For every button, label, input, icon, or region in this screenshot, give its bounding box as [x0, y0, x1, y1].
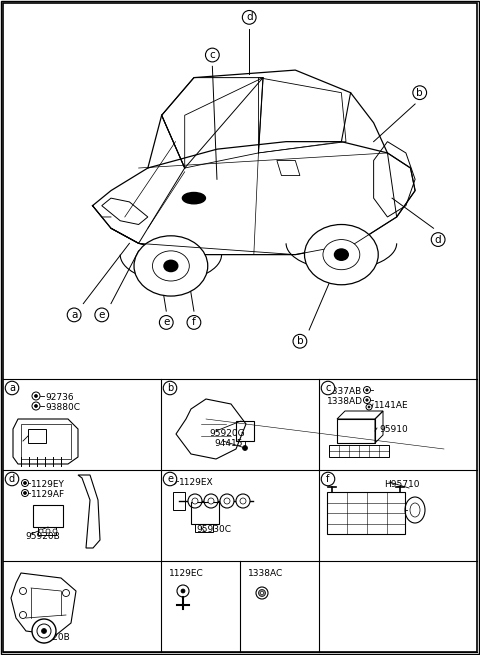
Circle shape: [20, 588, 26, 595]
Text: 1338AC: 1338AC: [248, 569, 283, 578]
Circle shape: [368, 406, 370, 408]
Text: 92736: 92736: [45, 393, 73, 402]
Circle shape: [204, 494, 218, 508]
Text: d: d: [9, 474, 15, 484]
Circle shape: [24, 491, 26, 495]
Bar: [236, 421, 254, 441]
Text: c: c: [209, 50, 215, 60]
Circle shape: [171, 479, 175, 483]
Text: a: a: [71, 310, 77, 320]
Circle shape: [41, 629, 47, 633]
Circle shape: [164, 260, 178, 272]
Text: a: a: [9, 383, 15, 393]
Circle shape: [304, 225, 378, 285]
Circle shape: [153, 251, 189, 281]
Circle shape: [53, 529, 57, 533]
Text: e: e: [98, 310, 105, 320]
Circle shape: [32, 619, 56, 643]
Text: H95710: H95710: [384, 480, 420, 489]
Text: 1141AE: 1141AE: [374, 401, 408, 410]
Circle shape: [236, 494, 250, 508]
Text: 1129EC: 1129EC: [169, 569, 204, 578]
Circle shape: [192, 498, 198, 504]
Circle shape: [35, 394, 37, 398]
Text: f: f: [192, 318, 196, 328]
Ellipse shape: [182, 193, 205, 204]
Text: 94415: 94415: [214, 439, 242, 448]
Circle shape: [220, 494, 234, 508]
Circle shape: [37, 624, 51, 638]
Circle shape: [22, 489, 28, 496]
Circle shape: [366, 404, 372, 410]
Text: 93880C: 93880C: [45, 403, 80, 412]
Text: b: b: [297, 336, 303, 346]
Text: 96620B: 96620B: [35, 633, 70, 642]
Bar: [28, 429, 46, 443]
Text: 1337AB: 1337AB: [327, 387, 362, 396]
Circle shape: [32, 392, 40, 400]
Text: 95910: 95910: [379, 425, 408, 434]
Text: f: f: [326, 474, 330, 484]
Text: 1129AF: 1129AF: [31, 490, 65, 499]
Circle shape: [261, 591, 264, 595]
Text: e: e: [167, 474, 173, 484]
Circle shape: [62, 590, 70, 597]
Circle shape: [259, 590, 265, 597]
Text: 95930C: 95930C: [196, 525, 231, 534]
Circle shape: [363, 386, 371, 394]
Bar: [195, 524, 213, 532]
Text: b: b: [416, 88, 423, 98]
Circle shape: [46, 529, 50, 533]
Circle shape: [323, 240, 360, 270]
Circle shape: [366, 389, 368, 391]
Text: c: c: [325, 383, 331, 393]
Bar: [329, 445, 389, 457]
Circle shape: [242, 445, 248, 451]
Circle shape: [335, 249, 348, 260]
Text: d: d: [246, 12, 252, 22]
Circle shape: [22, 479, 28, 487]
Circle shape: [188, 494, 202, 508]
Circle shape: [24, 481, 26, 485]
Circle shape: [169, 477, 177, 485]
Circle shape: [366, 399, 368, 402]
Bar: [33, 505, 63, 527]
Circle shape: [256, 587, 268, 599]
Bar: [337, 419, 375, 443]
Circle shape: [39, 529, 43, 533]
Text: 1129EY: 1129EY: [31, 480, 65, 489]
Bar: [173, 492, 185, 510]
Circle shape: [35, 405, 37, 407]
Text: e: e: [163, 318, 169, 328]
Text: b: b: [167, 383, 173, 393]
Bar: [38, 527, 56, 535]
Circle shape: [240, 498, 246, 504]
Text: 95920B: 95920B: [25, 532, 60, 541]
Circle shape: [177, 585, 189, 597]
Bar: [21, 424, 71, 459]
Bar: [191, 502, 219, 524]
Circle shape: [20, 612, 26, 618]
Circle shape: [181, 589, 185, 593]
Circle shape: [208, 498, 214, 504]
Text: 1338AD: 1338AD: [327, 397, 363, 406]
Circle shape: [363, 396, 371, 403]
Circle shape: [32, 402, 40, 410]
Text: 95920G: 95920G: [209, 429, 245, 438]
Bar: [327, 492, 405, 534]
Circle shape: [134, 236, 208, 296]
Text: d: d: [435, 234, 442, 244]
Circle shape: [224, 498, 230, 504]
Text: 1129EX: 1129EX: [179, 478, 214, 487]
